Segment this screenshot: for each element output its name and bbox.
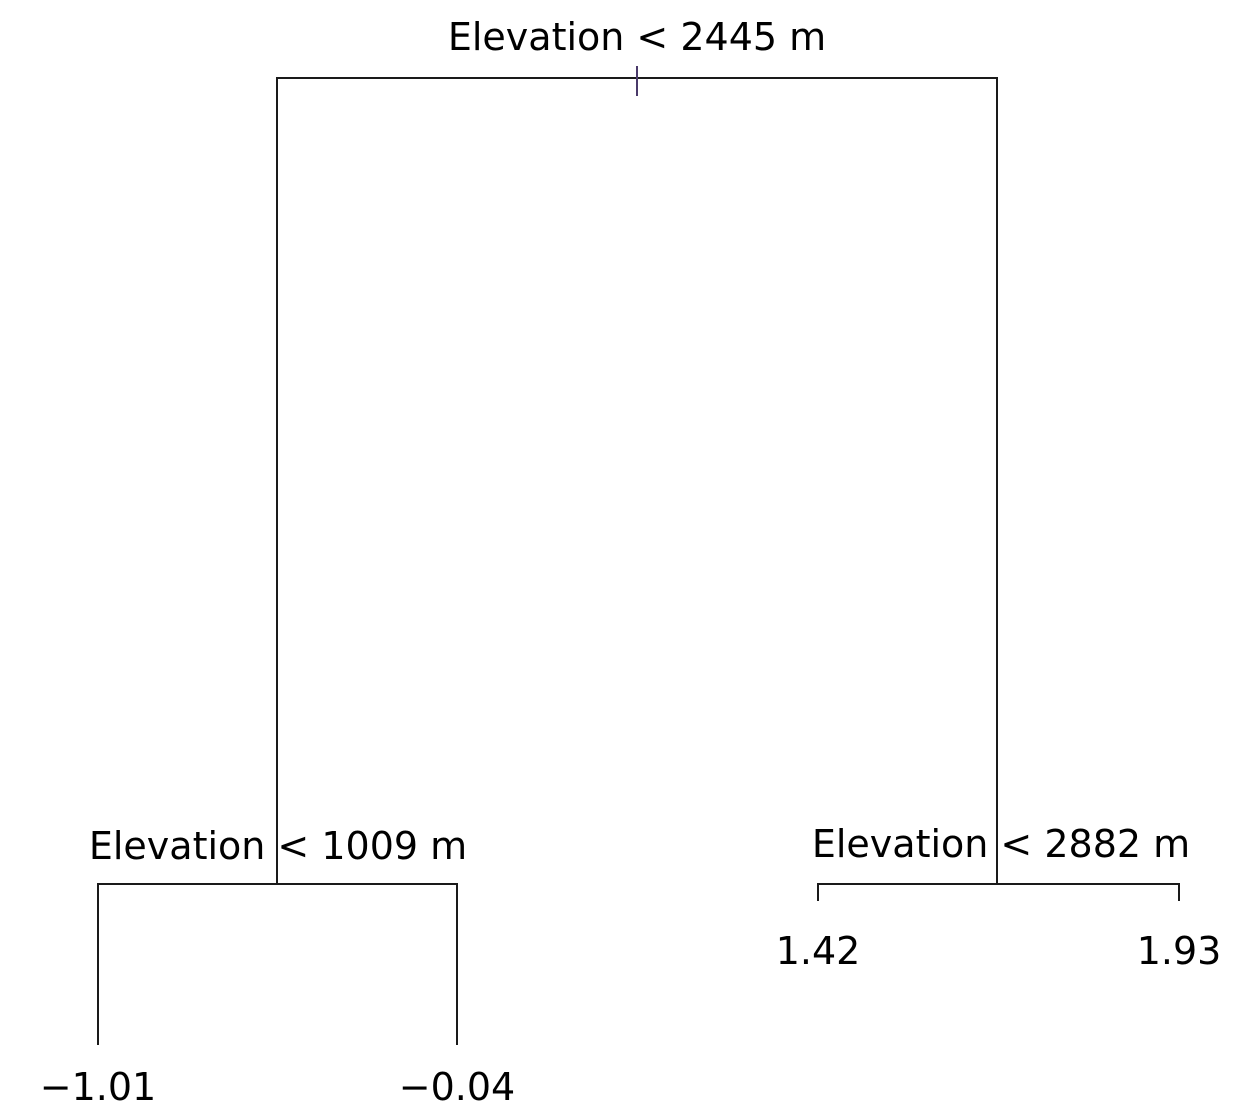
root-branch-bar <box>276 77 998 885</box>
leaf-left-right-value: −0.04 <box>399 1065 515 1109</box>
right-split-label: Elevation < 2882 m <box>812 822 1190 866</box>
leaf-left-left-value: −1.01 <box>40 1065 156 1109</box>
left-branch-bar <box>97 883 458 1045</box>
left-split-label: Elevation < 1009 m <box>89 824 467 868</box>
left-node: Elevation < 1009 m <box>89 824 467 1045</box>
root-split-label: Elevation < 2445 m <box>448 15 826 59</box>
leaf-right-right-value: 1.93 <box>1137 929 1222 973</box>
root-node: Elevation < 2445 m <box>276 15 998 885</box>
leaf-right-left-value: 1.42 <box>776 929 861 973</box>
right-branch-bar <box>817 883 1180 901</box>
right-node: Elevation < 2882 m <box>812 822 1190 901</box>
